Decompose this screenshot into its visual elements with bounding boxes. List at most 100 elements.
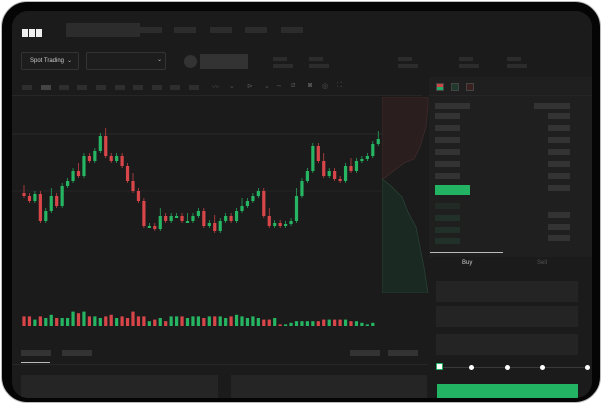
pair-select[interactable]: ⌄: [86, 52, 166, 70]
slider-step-75[interactable]: [540, 365, 545, 370]
stat-value: [459, 64, 479, 68]
ask-row-amount[interactable]: [548, 185, 570, 191]
nav-item[interactable]: [245, 27, 267, 33]
slider-step-50[interactable]: [505, 365, 510, 370]
nav-item[interactable]: [210, 27, 232, 33]
slider-step-100[interactable]: [585, 365, 590, 370]
bid-row-amount[interactable]: [548, 224, 570, 230]
candle: [109, 156, 113, 161]
market-type-label: Spot Trading: [30, 58, 65, 64]
tab-sell[interactable]: Sell: [537, 260, 548, 266]
volume-bar: [131, 311, 135, 326]
slider-step-25[interactable]: [469, 365, 474, 370]
timeframe-button[interactable]: [152, 85, 162, 90]
chevron-down-icon[interactable]: ⌄: [229, 83, 235, 90]
ask-row-price[interactable]: [435, 173, 460, 179]
candlestick-chart[interactable]: [12, 101, 384, 331]
volume-bar: [125, 318, 130, 326]
ask-row-amount[interactable]: [548, 137, 570, 143]
book-bids-icon[interactable]: [451, 83, 459, 91]
candle: [256, 191, 260, 196]
price-input[interactable]: [436, 281, 578, 302]
timeframe-button[interactable]: [133, 85, 143, 90]
candle: [71, 171, 75, 181]
ask-row-price[interactable]: [435, 113, 460, 119]
volume-bar: [207, 316, 211, 326]
candle: [349, 166, 353, 171]
market-type-select[interactable]: Spot Trading ⌄: [21, 52, 79, 70]
ask-row-price[interactable]: [435, 137, 460, 143]
candle: [273, 223, 277, 226]
timeframe-button[interactable]: [170, 85, 180, 90]
ruler-icon[interactable]: ⧄: [291, 82, 296, 89]
ask-row-amount[interactable]: [548, 161, 570, 167]
candle: [376, 139, 380, 144]
indicator-icon[interactable]: 〰: [212, 84, 219, 91]
filter-button[interactable]: [350, 350, 380, 356]
volume-bar: [354, 321, 359, 326]
volume-bar: [234, 314, 239, 326]
volume-bar: [136, 316, 141, 326]
nav-item[interactable]: [174, 27, 196, 33]
camera-icon[interactable]: ◙: [308, 82, 313, 89]
nav-item[interactable]: [281, 27, 303, 33]
ask-row-price[interactable]: [435, 161, 460, 167]
candle: [27, 196, 32, 201]
candle: [49, 196, 53, 211]
ask-row-price[interactable]: [435, 149, 460, 155]
timeframe-button[interactable]: [77, 85, 87, 90]
total-input[interactable]: [436, 334, 578, 355]
amount-input[interactable]: [436, 306, 578, 327]
timeframe-button[interactable]: [22, 85, 32, 90]
bid-row-price[interactable]: [435, 227, 460, 233]
app-screen: Spot Trading ⌄ ⌄ 〰 ⌄ ⊳ ⌄ ∼ ⧄ ◙ ◎ ⛶ Buy: [12, 11, 592, 398]
bid-row-amount[interactable]: [548, 212, 570, 218]
chevron-down-icon[interactable]: ⌄: [264, 83, 270, 90]
ask-row-amount[interactable]: [548, 149, 570, 155]
search-box[interactable]: [66, 23, 140, 37]
ask-row-price[interactable]: [435, 125, 460, 131]
ask-row-amount[interactable]: [548, 125, 570, 131]
tab-open-orders[interactable]: [21, 350, 51, 356]
volume-bar: [213, 316, 217, 326]
ask-row-amount[interactable]: [548, 113, 570, 119]
bid-row-price[interactable]: [435, 203, 460, 209]
nav-item[interactable]: [140, 27, 162, 33]
bid-row-amount[interactable]: [548, 235, 570, 241]
buy-button[interactable]: [437, 384, 578, 398]
amount-slider-track[interactable]: [438, 367, 588, 368]
last-price-badge: [435, 185, 470, 195]
view-all-button[interactable]: [388, 350, 418, 356]
coin-icon: [184, 55, 197, 68]
ask-row-amount[interactable]: [548, 173, 570, 179]
timeframe-button[interactable]: [96, 85, 106, 90]
okx-logo[interactable]: [22, 24, 43, 42]
bid-row-price[interactable]: [435, 238, 460, 244]
volume-bar: [158, 318, 162, 326]
depth-chart: [382, 97, 429, 293]
timeframe-button[interactable]: [59, 85, 69, 90]
volume-bar: [349, 321, 353, 326]
volume-bar: [273, 318, 277, 326]
timeframe-button[interactable]: [189, 85, 199, 90]
book-asks-icon[interactable]: [466, 83, 474, 91]
candle: [66, 181, 70, 186]
tab-order-history[interactable]: [62, 350, 92, 356]
timeframe-button[interactable]: [115, 85, 125, 90]
amount-slider-handle[interactable]: [436, 363, 443, 370]
candle: [87, 156, 91, 161]
draw-icon[interactable]: ⊳: [247, 83, 253, 90]
volume-bar: [256, 318, 260, 326]
book-both-icon[interactable]: [436, 83, 444, 91]
timeframe-button[interactable]: [41, 85, 51, 90]
candle: [185, 221, 190, 223]
tab-buy[interactable]: Buy: [462, 260, 473, 266]
line-icon[interactable]: ∼: [276, 83, 282, 90]
candle: [93, 151, 97, 161]
candle: [55, 196, 59, 206]
divider: [12, 95, 422, 96]
volume-bar: [229, 316, 233, 326]
settings-icon[interactable]: ◎: [322, 83, 329, 90]
bid-row-price[interactable]: [435, 215, 460, 221]
fullscreen-icon[interactable]: ⛶: [337, 82, 342, 89]
